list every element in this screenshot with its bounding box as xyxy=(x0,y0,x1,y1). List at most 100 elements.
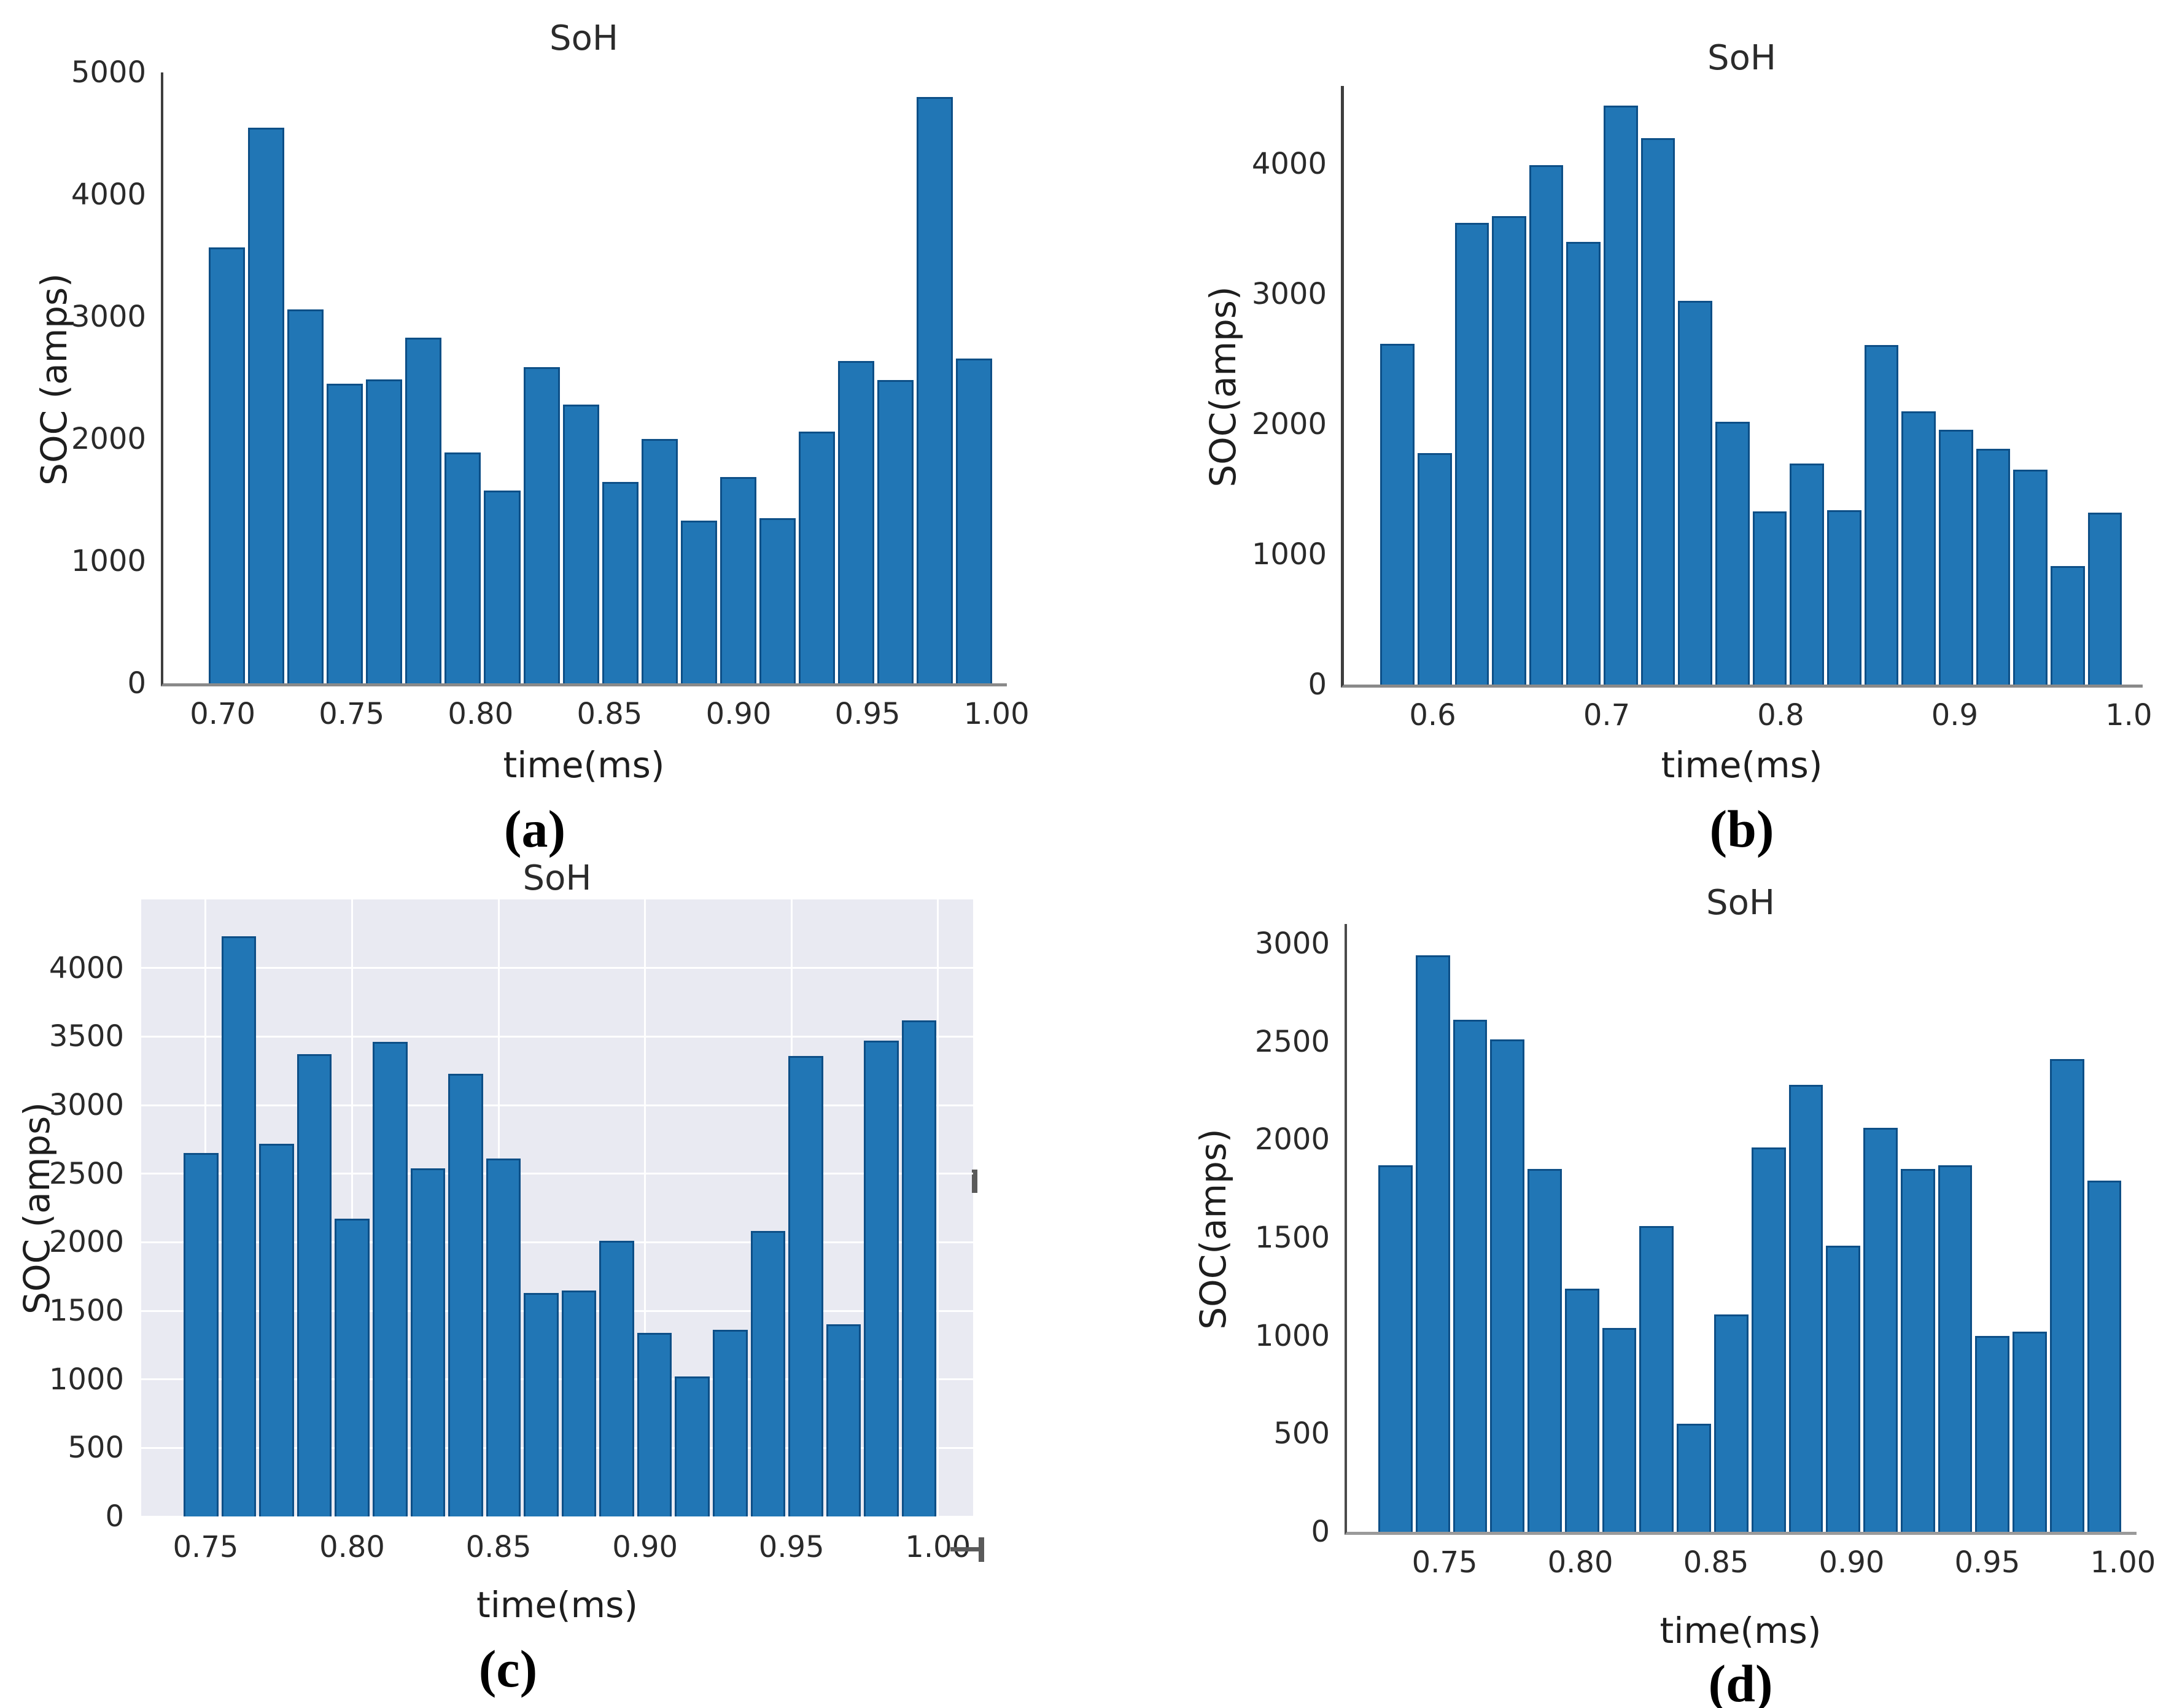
histogram-bar xyxy=(1378,1165,1413,1532)
y-tick-label: 2000 xyxy=(1251,407,1327,442)
y-tick-label: 0 xyxy=(127,666,146,701)
x-tick-label: 0.85 xyxy=(465,1530,532,1564)
histogram-bar xyxy=(599,1241,634,1516)
x-axis-label: time(ms) xyxy=(503,744,665,786)
histogram-bar xyxy=(1602,1327,1637,1532)
histogram-bar xyxy=(1901,411,1936,685)
x-tick-label: 0.6 xyxy=(1409,698,1456,732)
y-tick-label: 1500 xyxy=(1254,1220,1330,1255)
stray-mark-icon xyxy=(972,1170,977,1193)
h-gridline xyxy=(141,1035,973,1038)
histogram-bar xyxy=(208,247,245,683)
histogram-bar xyxy=(788,1055,823,1516)
h-gridline xyxy=(141,967,973,969)
x-tick-label: 0.95 xyxy=(834,697,901,731)
x-tick-label: 0.85 xyxy=(1683,1545,1749,1580)
y-tick-label: 3000 xyxy=(49,1088,124,1122)
h-gridline xyxy=(141,1515,973,1518)
x-tick-label: 0.75 xyxy=(1411,1545,1478,1580)
y-tick-label: 1000 xyxy=(71,544,146,578)
histogram-bar xyxy=(1454,222,1489,685)
subplot-caption: (c) xyxy=(478,1639,538,1698)
histogram-bar xyxy=(2013,1332,2047,1532)
x-tick-label: 0.90 xyxy=(1819,1545,1885,1580)
histogram-bar xyxy=(1864,344,1899,685)
histogram-bar xyxy=(562,405,599,683)
y-tick-label: 2500 xyxy=(1254,1024,1330,1059)
chart-panel-a: SoH SOC (amps) 0 1000 2000 3000 4000 5000 0.70… xyxy=(0,0,1083,858)
histogram-bar xyxy=(410,1168,446,1516)
histogram-bar xyxy=(877,380,914,683)
y-tick-label: 500 xyxy=(68,1430,124,1465)
histogram-bar xyxy=(1863,1128,1898,1532)
y-axis-label: SOC(amps) xyxy=(1192,1128,1234,1330)
histogram-bar xyxy=(1380,343,1415,685)
histogram-bar xyxy=(1827,510,1861,685)
x-axis-label: time(ms) xyxy=(1659,1610,1822,1652)
histogram-bar xyxy=(405,337,442,683)
v-gridline xyxy=(644,899,646,1516)
histogram-bar xyxy=(373,1042,408,1516)
histogram-bar xyxy=(750,1231,786,1516)
y-tick-label: 2500 xyxy=(49,1156,124,1191)
y-tick-label: 0 xyxy=(1311,1515,1330,1549)
histogram-bar xyxy=(901,1020,937,1516)
histogram-bar xyxy=(1751,1147,1786,1532)
histogram-bar xyxy=(366,379,403,683)
histogram-bar xyxy=(1678,300,1713,685)
chart-panel-b: SoH SOC(amps) 0 1000 2000 3000 4000 0.6 0.7 0.8… xyxy=(1083,0,2166,858)
histogram-bar xyxy=(1975,1335,2010,1532)
y-tick-label: 5000 xyxy=(71,55,146,90)
y-axis-label: SOC (amps) xyxy=(16,1102,58,1314)
plot-area: 0 500 1000 1500 2000 2500 3000 0.75 0.80 0.85 0.90… xyxy=(1255,924,2156,1577)
subplot-caption: (b) xyxy=(1709,799,1774,858)
histogram-bar xyxy=(1976,449,2011,685)
histogram-bar xyxy=(335,1219,370,1516)
chart-title: SoH xyxy=(1707,38,1776,78)
y-tick-label: 0 xyxy=(105,1499,124,1534)
histogram-bar xyxy=(1677,1424,1711,1532)
stray-tee-mark-icon xyxy=(950,1547,982,1551)
histogram-bar xyxy=(1790,463,1825,685)
x-tick-label: 0.75 xyxy=(319,697,385,731)
y-axis-label: SOC (amps) xyxy=(33,273,75,486)
y-tick-label: 2000 xyxy=(49,1225,124,1260)
histogram-bar xyxy=(1415,955,1450,1532)
histogram-bar xyxy=(838,360,875,683)
h-gridline xyxy=(141,1104,973,1106)
histogram-bar xyxy=(523,367,560,683)
histogram-bar xyxy=(2087,1181,2122,1532)
x-tick-label: 0.8 xyxy=(1757,698,1804,732)
y-tick-label: 3000 xyxy=(1254,926,1330,961)
histogram-bar xyxy=(1490,1039,1525,1532)
histogram-bar xyxy=(1417,452,1452,685)
histogram-bar xyxy=(1492,215,1526,685)
chart-panel-c: SoH SOC (amps) 0 500 1000 1500 2000 2500 3000 3… xyxy=(0,853,1083,1708)
histogram-bar xyxy=(448,1073,483,1516)
histogram-bar xyxy=(1938,1165,1973,1532)
histogram-bar xyxy=(826,1324,861,1516)
y-tick-label: 4000 xyxy=(49,950,124,985)
histogram-bar xyxy=(759,518,796,683)
x-tick-label: 1.00 xyxy=(963,697,1030,731)
histogram-bar xyxy=(1752,511,1787,685)
chart-title: SoH xyxy=(549,18,618,58)
y-tick-label: 1000 xyxy=(1254,1318,1330,1353)
histogram-bar xyxy=(221,936,257,1516)
histogram-bar xyxy=(641,439,678,683)
y-tick-label: 4000 xyxy=(71,177,146,212)
x-tick-label: 0.90 xyxy=(705,697,772,731)
plot-area: 0 500 1000 1500 2000 2500 3000 3500 4000 0.75 0.80… xyxy=(49,899,973,1562)
histogram-bar xyxy=(602,481,639,683)
y-tick-label: 4000 xyxy=(1251,147,1327,182)
histogram-bar xyxy=(248,127,285,683)
histogram-bar xyxy=(1826,1245,1861,1532)
y-tick-label: 500 xyxy=(1273,1416,1330,1451)
histogram-bar xyxy=(799,432,836,683)
y-tick-label: 0 xyxy=(1308,667,1327,702)
histogram-bar xyxy=(720,476,756,683)
chart-title: SoH xyxy=(1706,883,1775,923)
y-tick-label: 3000 xyxy=(71,300,146,334)
x-axis-label: time(ms) xyxy=(476,1584,638,1626)
